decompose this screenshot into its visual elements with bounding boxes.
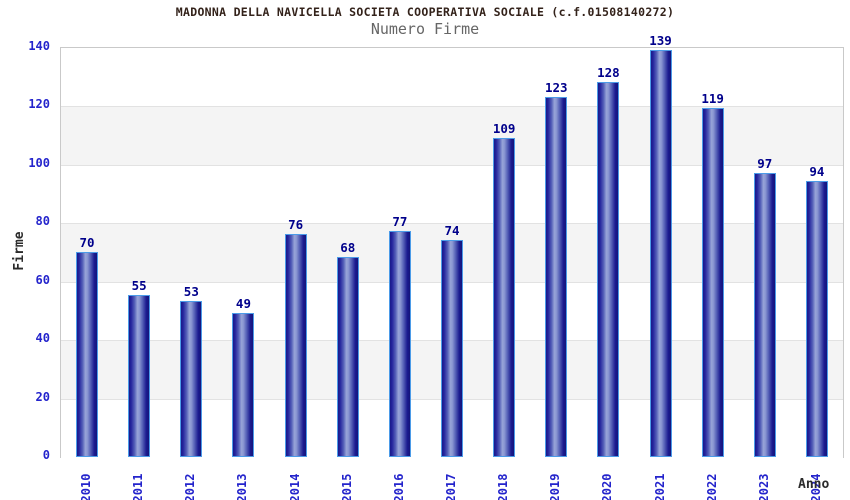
y-tick-label: 80 <box>35 214 50 229</box>
y-tick-label: 100 <box>28 155 50 170</box>
bar-2018 <box>493 137 516 457</box>
bar-value-label: 49 <box>235 295 251 311</box>
bar-value-label: 139 <box>649 32 672 48</box>
chart-title: MADONNA DELLA NAVICELLA SOCIETA COOPERAT… <box>175 5 675 19</box>
y-tick-label: 140 <box>28 39 50 53</box>
bar-2019 <box>545 96 568 457</box>
plot-band <box>61 164 843 225</box>
x-tick-label-2018: 2018 <box>496 473 511 500</box>
x-tick-label-2021: 2021 <box>652 473 667 500</box>
bar-value-label: 94 <box>809 164 825 180</box>
y-tick-label: 0 <box>42 448 50 462</box>
bar-2016 <box>388 231 411 457</box>
bar-2011 <box>128 295 151 457</box>
bar-value-label: 109 <box>492 120 516 136</box>
x-tick-label-2019: 2019 <box>548 473 563 500</box>
bar-value-label: 68 <box>340 240 356 256</box>
x-axis-title: Anno <box>798 477 830 492</box>
y-tick-label: 60 <box>35 272 50 287</box>
bar-2014 <box>284 233 307 457</box>
bar-value-label: 55 <box>131 278 147 294</box>
y-tick-label: 20 <box>35 389 50 404</box>
plot-band <box>61 48 843 107</box>
bar-2015 <box>336 257 359 457</box>
x-tick-label-2013: 2013 <box>235 473 250 500</box>
bar-2017 <box>441 239 463 457</box>
x-tick-label-2016: 2016 <box>391 473 406 500</box>
bar-value-label: 53 <box>183 284 199 300</box>
bar-2024 <box>805 181 828 457</box>
plot-band <box>61 106 843 166</box>
x-tick-label-2014: 2014 <box>287 473 302 500</box>
bar-2023 <box>753 172 776 457</box>
bar-2013 <box>232 312 255 457</box>
bar-2021 <box>649 49 672 457</box>
bar-2010 <box>76 251 99 457</box>
x-tick-label-2022: 2022 <box>704 473 719 500</box>
plot-area: 70 55 53 49 76 68 77 74 109 123 128 139 119 97 94 <box>60 33 844 458</box>
bar-value-label: 128 <box>597 65 620 81</box>
bar-2012 <box>180 301 203 457</box>
bar-value-label: 123 <box>544 79 568 95</box>
x-tick-label-2010: 2010 <box>79 473 94 500</box>
x-tick-label-2017: 2017 <box>444 473 458 500</box>
x-tick-label-2011: 2011 <box>131 473 146 500</box>
bar-2020 <box>597 82 620 457</box>
x-tick-label-2015: 2015 <box>339 473 354 500</box>
bar-value-label: 77 <box>392 214 408 230</box>
y-tick-label: 40 <box>35 331 50 346</box>
y-tick-label: 120 <box>28 97 50 112</box>
x-tick-label-2020: 2020 <box>600 473 615 500</box>
bar-value-label: 97 <box>757 155 773 171</box>
bar-value-label: 76 <box>288 216 304 232</box>
x-tick-label-2023: 2023 <box>756 473 771 500</box>
chart-subtitle: Numero Firme <box>370 20 480 38</box>
bar-2022 <box>701 108 724 457</box>
bar-value-label: 74 <box>444 222 460 238</box>
bar-value-label: 70 <box>79 234 95 250</box>
bar-value-label: 119 <box>701 91 724 107</box>
x-tick-label-2012: 2012 <box>183 473 198 500</box>
